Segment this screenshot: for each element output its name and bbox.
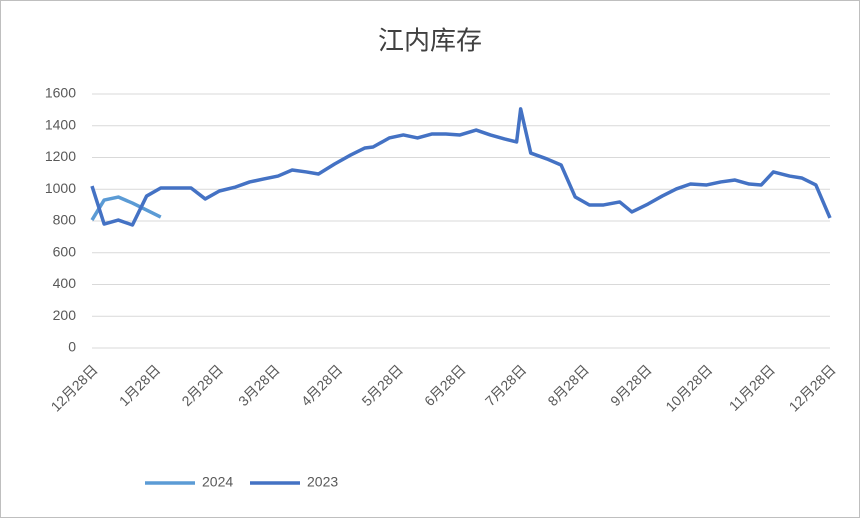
- y-tick-label: 600: [53, 243, 77, 259]
- series-line: [90, 107, 832, 227]
- y-tick-label: 1200: [45, 148, 76, 164]
- chart-title: 江内库存: [378, 27, 482, 57]
- y-tick-label: 0: [68, 339, 76, 355]
- series-line: [90, 195, 162, 221]
- y-tick-label: 200: [53, 307, 77, 323]
- y-tick-label: 1600: [45, 85, 76, 101]
- y-tick-label: 400: [53, 275, 77, 291]
- y-tick-label: 1000: [45, 180, 76, 196]
- legend-label: 2023: [307, 474, 338, 490]
- y-tick-label: 800: [53, 212, 77, 228]
- legend-label: 2024: [202, 474, 233, 490]
- y-tick-label: 1400: [45, 116, 76, 132]
